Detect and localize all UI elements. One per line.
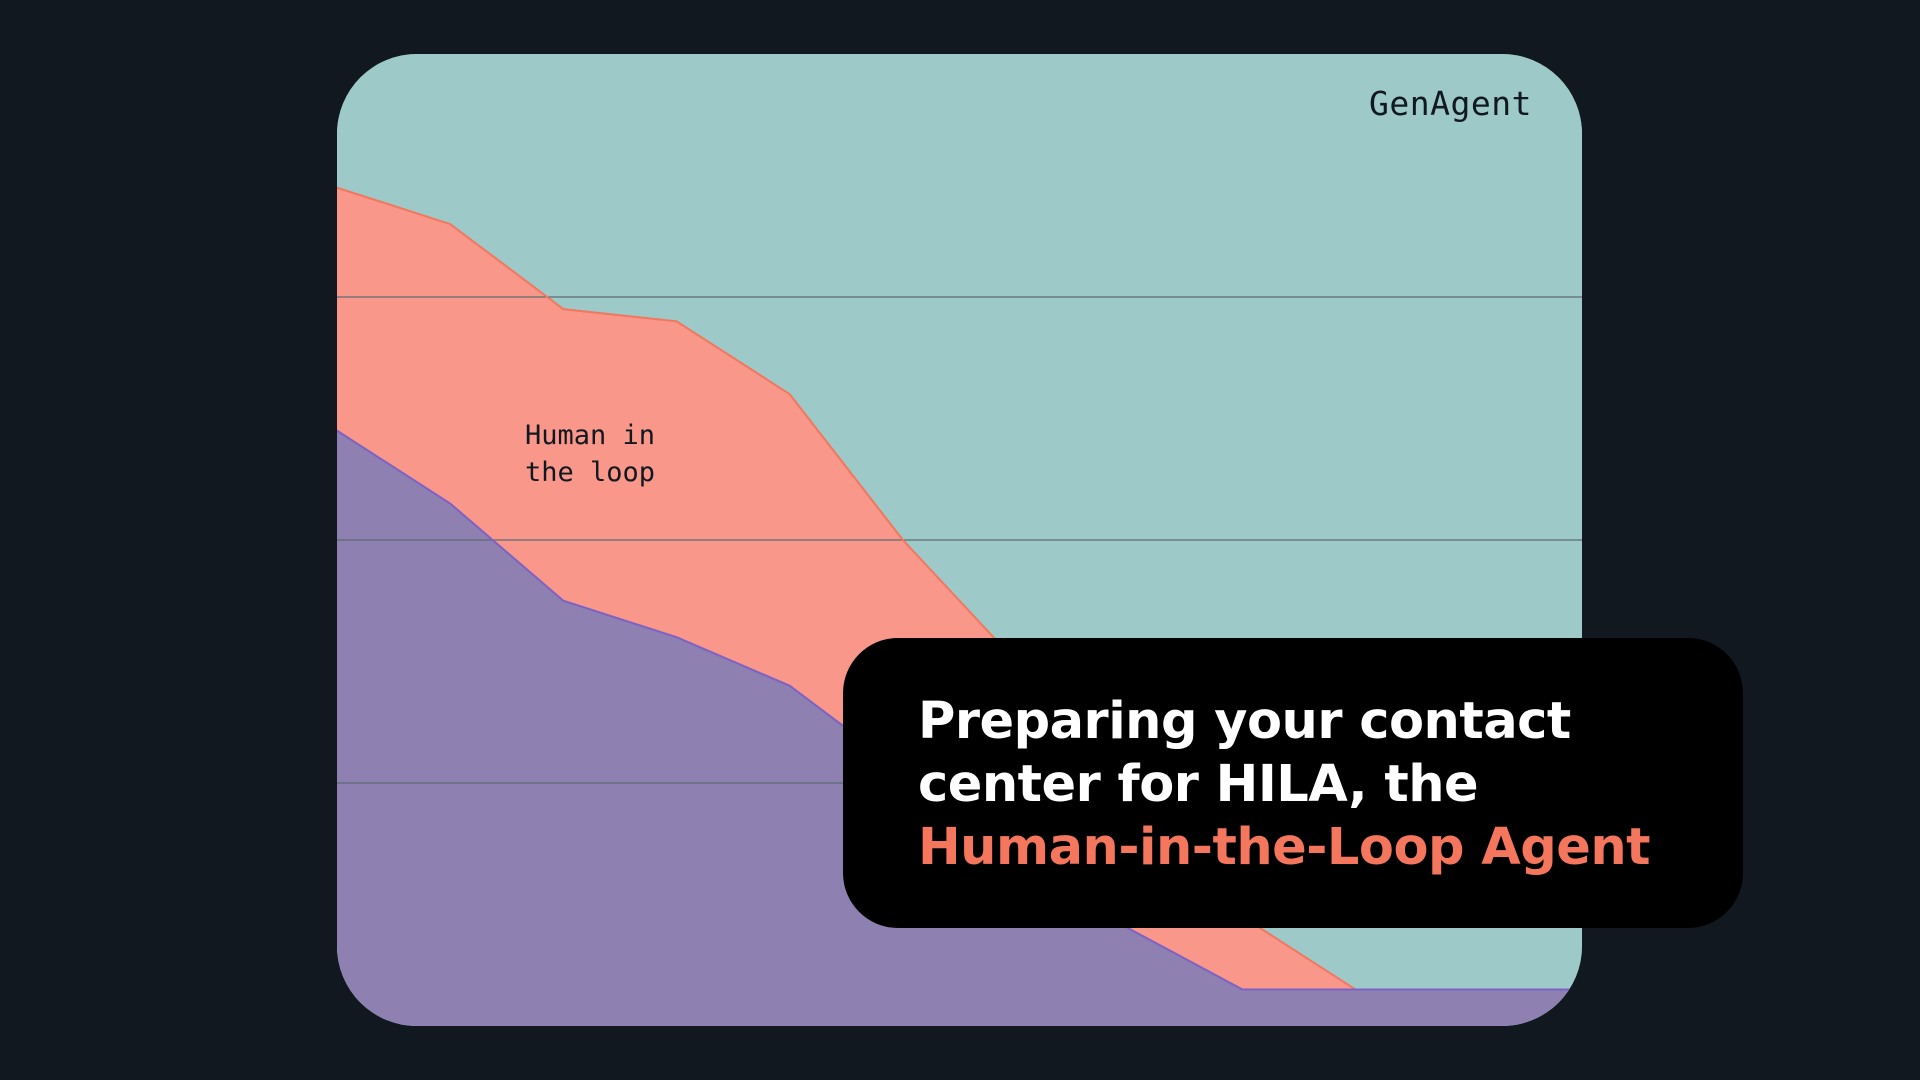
headline-highlight: Human-in-the-Loop Agent xyxy=(918,818,1651,877)
chart-card: GenAgent Human in the loop xyxy=(337,54,1582,1026)
brand-logo: GenAgent xyxy=(1369,84,1532,123)
headline-line-2: center for HILA, the xyxy=(918,755,1479,814)
area-label-human-in-the-loop: Human in the loop xyxy=(525,420,656,488)
middle-area xyxy=(337,187,1582,990)
bottom-area xyxy=(337,430,1582,1026)
headline-line-1: Preparing your contact xyxy=(918,692,1571,751)
headline-callout: Preparing your contact center for HILA, … xyxy=(843,638,1743,928)
